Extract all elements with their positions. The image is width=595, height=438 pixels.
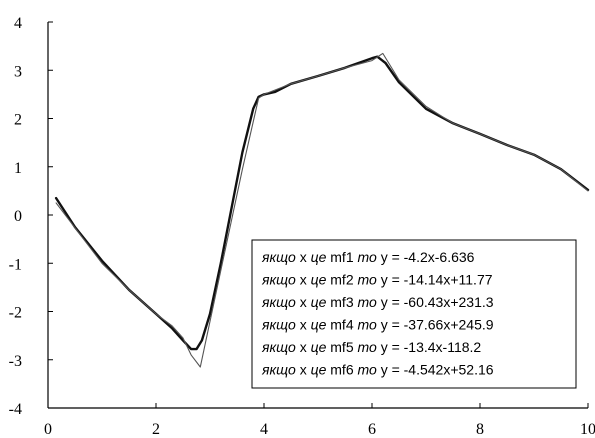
legend-prefix: якщо xyxy=(261,317,300,333)
y-tick-label: -2 xyxy=(9,305,22,322)
legend-var: x xyxy=(300,294,311,310)
legend-prefix: якщо xyxy=(261,362,300,378)
legend-mid: це xyxy=(311,317,331,333)
legend-mid: це xyxy=(311,294,331,310)
legend-mf: mf4 xyxy=(330,317,357,333)
legend-then: то xyxy=(358,362,381,378)
legend-prefix: якщо xyxy=(261,249,300,265)
legend-mf: mf3 xyxy=(330,294,357,310)
y-tick-label: -1 xyxy=(9,256,22,273)
x-tick-label: 6 xyxy=(368,421,376,438)
x-tick-label: 10 xyxy=(580,421,595,438)
legend-var: x xyxy=(300,339,311,355)
legend-formula: y = -60.43x+231.3 xyxy=(381,294,494,310)
y-tick-label: 0 xyxy=(14,208,22,225)
legend-formula: y = -4.542x+52.16 xyxy=(381,362,494,378)
legend-var: x xyxy=(300,362,311,378)
legend-formula: y = -14.14x+11.77 xyxy=(381,272,493,288)
legend-mf: mf1 xyxy=(330,249,357,265)
y-tick-label: -4 xyxy=(9,401,22,418)
legend-then: то xyxy=(358,294,381,310)
legend-box xyxy=(251,239,577,389)
y-tick-label: 4 xyxy=(14,15,22,32)
x-tick-labels: 0 2 4 6 8 10 xyxy=(44,421,595,438)
y-tick-label: 1 xyxy=(14,160,22,177)
axes xyxy=(47,21,589,409)
y-tick-label: 3 xyxy=(14,63,22,80)
legend-entry: якщо x це mf2 то y = -14.14x+11.77 xyxy=(261,272,493,288)
legend-mid: це xyxy=(311,339,331,355)
legend-then: то xyxy=(358,339,381,355)
x-tick-label: 8 xyxy=(476,421,484,438)
x-tick-label: 0 xyxy=(44,421,52,438)
legend-mid: це xyxy=(311,272,331,288)
y-tick-label: -3 xyxy=(9,353,22,370)
x-tick-label: 2 xyxy=(152,421,160,438)
series-layer xyxy=(54,52,590,368)
legend-prefix: якщо xyxy=(261,294,300,310)
legend-mf: mf6 xyxy=(330,362,357,378)
legend-then: то xyxy=(358,317,381,333)
legend-mf: mf2 xyxy=(330,272,357,288)
legend-entry: якщо x це mf3 то y = -60.43x+231.3 xyxy=(261,294,494,310)
legend-formula: y = -4.2x-6.636 xyxy=(381,249,475,265)
series-line-data xyxy=(55,52,589,368)
y-tick-label: 2 xyxy=(14,112,22,129)
y-tick-labels: 4 3 2 1 0 -1 -2 -3 -4 xyxy=(9,15,22,418)
legend-mf: mf5 xyxy=(330,339,357,355)
legend-entry: якщо x це mf5 то y = -13.4x-118.2 xyxy=(261,339,481,355)
legend-entry: якщо x це mf6 то y = -4.542x+52.16 xyxy=(261,362,494,378)
legend-formula: y = -37.66x+245.9 xyxy=(381,317,494,333)
legend-prefix: якщо xyxy=(261,272,300,288)
legend-prefix: якщо xyxy=(261,339,300,355)
legend-entry: якщо x це mf1 то y = -4.2x-6.636 xyxy=(261,249,475,265)
legend-var: x xyxy=(300,317,311,333)
x-tick-label: 4 xyxy=(260,421,268,438)
legend-then: то xyxy=(358,272,381,288)
legend-entry: якщо x це mf4 то y = -37.66x+245.9 xyxy=(261,317,494,333)
legend-var: x xyxy=(300,272,311,288)
legend-then: то xyxy=(358,249,381,265)
legend-mid: це xyxy=(311,249,331,265)
legend-mid: це xyxy=(311,362,331,378)
legend-var: x xyxy=(300,249,311,265)
legend-formula: y = -13.4x-118.2 xyxy=(381,339,482,355)
